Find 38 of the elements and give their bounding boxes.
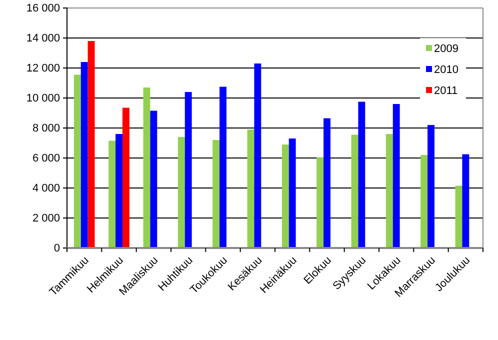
bar	[316, 157, 324, 248]
bar	[288, 138, 296, 248]
y-tick-label: 6 000	[32, 152, 60, 165]
legend-label: 2011	[434, 84, 458, 97]
bar	[108, 140, 116, 248]
bar	[178, 137, 185, 248]
bar	[116, 134, 122, 248]
y-tick-label: 2 000	[32, 212, 60, 225]
y-tick-label: 4 000	[32, 182, 60, 195]
bar	[247, 130, 254, 248]
bar	[282, 144, 289, 248]
y-tick-label: 14 000	[26, 32, 60, 45]
bar	[358, 102, 366, 248]
bar	[74, 74, 81, 248]
bar	[386, 134, 393, 248]
y-tick-label: 10 000	[26, 92, 60, 105]
bar	[254, 64, 262, 248]
bar	[462, 154, 470, 248]
y-tick-label: 8 000	[32, 122, 60, 135]
y-tick-label: 16 000	[26, 2, 60, 15]
bar	[88, 41, 95, 248]
bar	[80, 62, 88, 248]
bar	[122, 108, 130, 248]
bar	[212, 140, 220, 248]
y-tick-label: 0	[54, 242, 60, 255]
bar	[220, 86, 226, 248]
legend-label: 2009	[434, 42, 458, 55]
bar	[150, 110, 158, 248]
legend-label: 2010	[434, 64, 458, 76]
bar	[184, 92, 192, 248]
bar	[392, 104, 400, 248]
bar	[455, 186, 462, 248]
bar	[324, 118, 330, 248]
y-tick-label: 12 000	[26, 62, 60, 75]
bar	[428, 125, 434, 248]
bar	[420, 155, 428, 248]
bar	[351, 134, 358, 248]
bar	[143, 88, 150, 248]
